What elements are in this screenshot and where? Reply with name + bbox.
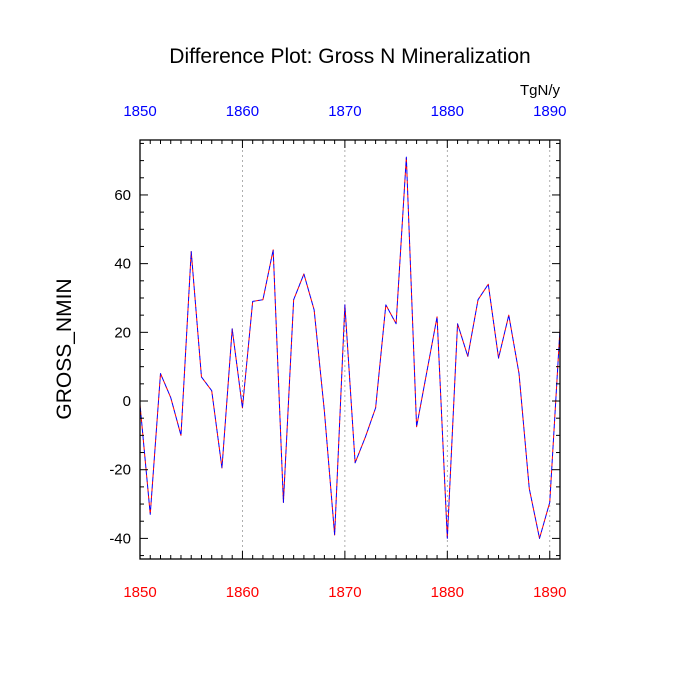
x-tick-label-top-1880: 1880 [431, 103, 464, 120]
x-tick-label-top-1890: 1890 [533, 103, 566, 120]
y-tick-label-40: 40 [114, 256, 131, 273]
y-tick-label-20: 20 [114, 324, 131, 341]
x-tick-label-top-1870: 1870 [328, 103, 361, 120]
x-tick-label-bottom-1860: 1860 [226, 584, 259, 601]
y-tick-label--40: -40 [109, 530, 131, 547]
x-tick-label-bottom-1890: 1890 [533, 584, 566, 601]
vertical-gridlines [242, 140, 551, 559]
x-tick-label-bottom-1880: 1880 [431, 584, 464, 601]
chart-title: Difference Plot: Gross N Mineralization [169, 45, 530, 68]
data-series [139, 156, 561, 539]
x-tick-label-bottom-1870: 1870 [328, 584, 361, 601]
y-tick-label-0: 0 [123, 393, 131, 410]
units-label: TgN/y [520, 82, 561, 99]
x-tick-label-bottom-1850: 1850 [123, 584, 156, 601]
y-tick-label--20: -20 [109, 462, 131, 479]
axis-tick-labels: -40 -20 0 20 40 60 1850 1850 1860 1860 1870 1870 188… [109, 103, 566, 601]
x-tick-label-top-1850: 1850 [123, 103, 156, 120]
y-tick-label-60: 60 [114, 187, 131, 204]
axis-ticks [139, 140, 561, 559]
series-line-blue [139, 156, 561, 539]
y-axis-label: GROSS_NMIN [53, 278, 76, 419]
x-tick-label-top-1860: 1860 [226, 103, 259, 120]
